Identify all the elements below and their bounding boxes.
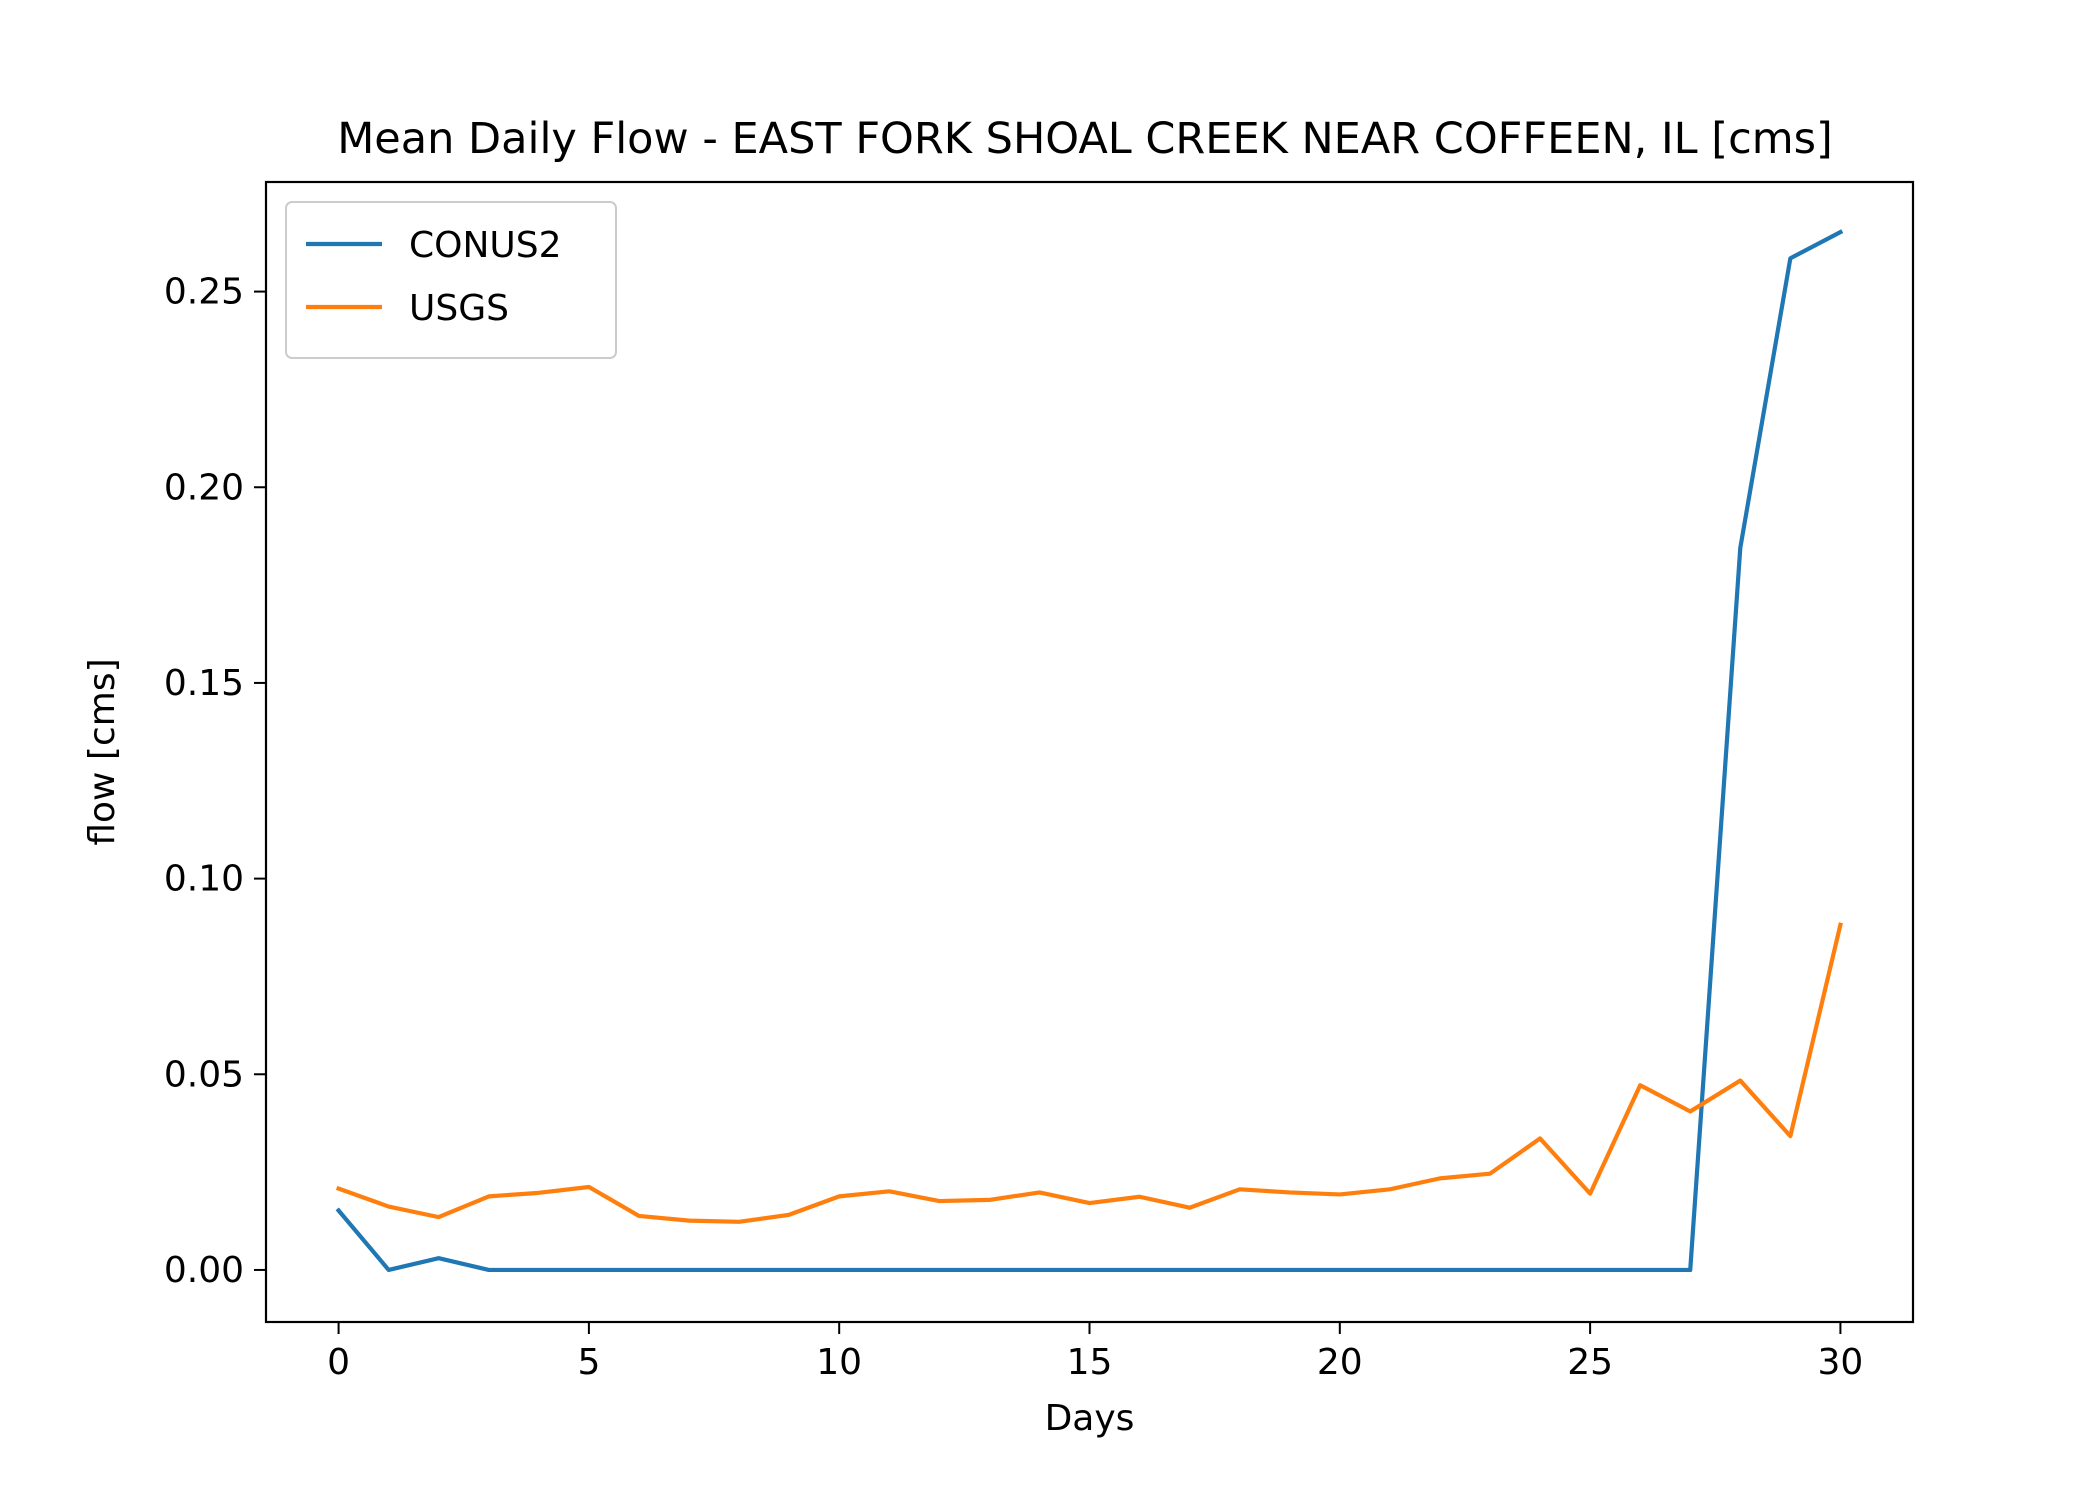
legend-label-usgs: USGS	[409, 288, 509, 329]
x-axis-ticks: 0 5 10 15 20 25 30	[327, 1322, 1863, 1383]
x-tick-label: 0	[327, 1342, 350, 1383]
x-tick-label: 10	[816, 1342, 862, 1383]
series-line-usgs	[335, 922, 1843, 1224]
y-tick-label: 0.15	[164, 663, 244, 704]
y-tick-label: 0.05	[164, 1054, 244, 1095]
y-tick-label: 0.25	[164, 272, 244, 313]
y-tick-label: 0.10	[164, 859, 244, 900]
x-axis-label: Days	[1045, 1398, 1135, 1439]
series-lines	[335, 229, 1844, 1273]
y-tick-label: 0.20	[164, 467, 244, 508]
axes-frame	[264, 180, 1915, 1324]
legend: CONUS2 USGS	[285, 201, 617, 359]
legend-label-conus2: CONUS2	[409, 225, 562, 266]
legend-box	[285, 201, 617, 359]
x-tick-label: 20	[1317, 1342, 1363, 1383]
chart-title: Mean Daily Flow - EAST FORK SHOAL CREEK …	[337, 114, 1833, 164]
y-axis-label: flow [cms]	[82, 658, 123, 845]
x-tick-label: 5	[577, 1342, 600, 1383]
series-line-conus2	[335, 229, 1844, 1273]
x-tick-label: 15	[1067, 1342, 1113, 1383]
x-tick-label: 30	[1818, 1342, 1864, 1383]
y-tick-label: 0.00	[164, 1250, 244, 1291]
y-axis-ticks: 0.00 0.05 0.10 0.15 0.20 0.25	[164, 272, 266, 1291]
x-tick-label: 25	[1567, 1342, 1613, 1383]
